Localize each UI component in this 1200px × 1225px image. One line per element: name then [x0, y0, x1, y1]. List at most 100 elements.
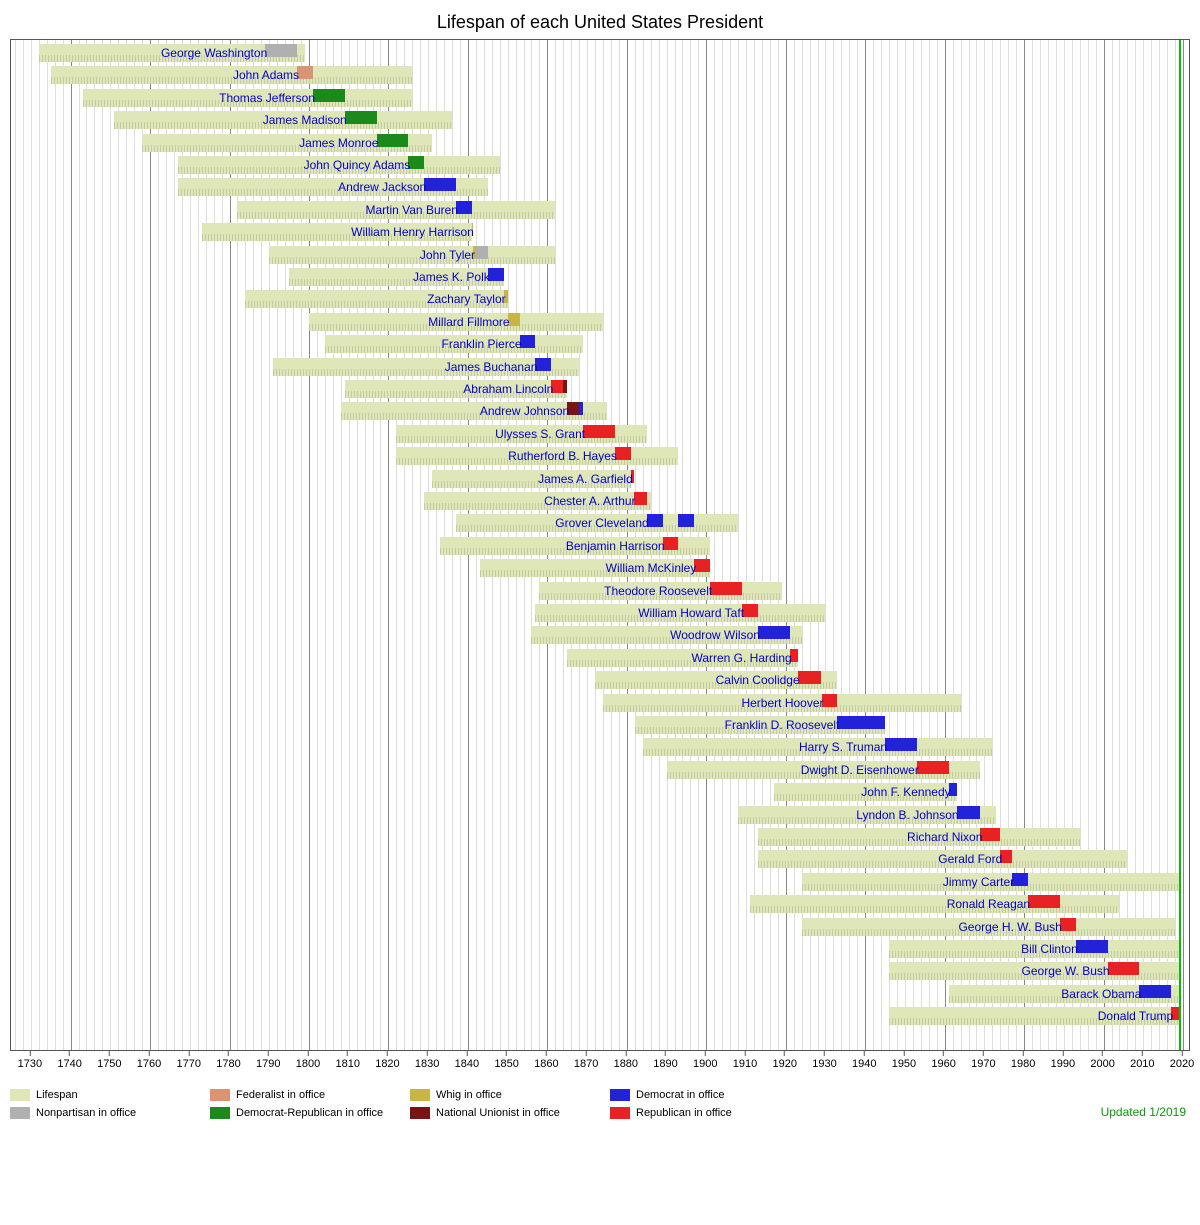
tick-mark	[1062, 1051, 1063, 1056]
lifespan-bar	[345, 380, 567, 398]
legend-swatch	[210, 1089, 230, 1101]
term-bar	[476, 246, 488, 259]
x-tick-label: 1780	[216, 1058, 240, 1070]
term-bar	[535, 358, 551, 371]
x-tick-label: 1840	[455, 1058, 479, 1070]
legend-swatch	[610, 1089, 630, 1101]
x-tick-label: 1770	[177, 1058, 201, 1070]
tick-mark	[1182, 1051, 1183, 1056]
lifespan-bar	[237, 201, 555, 219]
president-row: Lyndon B. Johnson	[11, 804, 1189, 826]
x-tick: 1860	[534, 1051, 558, 1070]
tick-mark	[268, 1051, 269, 1056]
term-bar	[583, 425, 615, 438]
lifespan-hatch	[802, 884, 1179, 891]
x-tick: 1790	[256, 1051, 280, 1070]
x-tick: 1950	[892, 1051, 916, 1070]
x-tick-label: 1800	[296, 1058, 320, 1070]
president-row: Ronald Reagan	[11, 893, 1189, 915]
x-tick-label: 1740	[57, 1058, 81, 1070]
x-tick-label: 1760	[137, 1058, 161, 1070]
lifespan-hatch	[567, 660, 797, 667]
term-bar	[949, 783, 957, 796]
term-bar	[837, 716, 885, 729]
legend-label: Whig in office	[436, 1089, 502, 1101]
tick-mark	[506, 1051, 507, 1056]
tick-mark	[228, 1051, 229, 1056]
lifespan-bar	[178, 156, 500, 174]
term-bar	[647, 514, 663, 527]
legend-label: Lifespan	[36, 1089, 78, 1101]
president-row: Chester A. Arthur	[11, 490, 1189, 512]
x-tick: 1900	[693, 1051, 717, 1070]
president-row: Benjamin Harrison	[11, 535, 1189, 557]
legend-label: Democrat in office	[636, 1089, 724, 1101]
x-tick-label: 1850	[494, 1058, 518, 1070]
legend-item: National Unionist in office	[410, 1107, 610, 1119]
president-row: John Quincy Adams	[11, 154, 1189, 176]
x-tick: 2000	[1090, 1051, 1114, 1070]
lifespan-hatch	[289, 279, 504, 286]
lifespan-bar	[269, 246, 555, 264]
president-row: Zachary Taylor	[11, 288, 1189, 310]
president-row: Millard Fillmore	[11, 311, 1189, 333]
lifespan-hatch	[396, 458, 678, 465]
term-bar	[742, 604, 758, 617]
lifespan-hatch	[889, 1018, 1179, 1025]
term-bar	[551, 380, 563, 393]
x-tick-label: 1790	[256, 1058, 280, 1070]
legend-label: Federalist in office	[236, 1089, 325, 1101]
lifespan-bar	[424, 492, 650, 510]
president-row: James Monroe	[11, 132, 1189, 154]
lifespan-hatch	[114, 122, 452, 129]
x-tick: 2010	[1130, 1051, 1154, 1070]
x-tick-label: 1970	[971, 1058, 995, 1070]
x-tick: 1810	[335, 1051, 359, 1070]
x-tick-label: 1810	[335, 1058, 359, 1070]
x-tick-label: 1950	[892, 1058, 916, 1070]
x-tick-label: 2010	[1130, 1058, 1154, 1070]
lifespan-bar	[643, 738, 993, 756]
term-bar	[1171, 1007, 1179, 1020]
legend-swatch	[10, 1089, 30, 1101]
lifespan-bar	[603, 694, 961, 712]
president-row: James A. Garfield	[11, 468, 1189, 490]
president-row: Abraham Lincoln	[11, 378, 1189, 400]
president-row: Harry S. Truman	[11, 736, 1189, 758]
lifespan-bar	[396, 447, 678, 465]
x-tick: 1960	[931, 1051, 955, 1070]
president-row: Ulysses S. Grant	[11, 423, 1189, 445]
legend-swatch	[410, 1107, 430, 1119]
lifespan-bar	[202, 223, 472, 241]
lifespan-hatch	[325, 346, 583, 353]
president-row: Richard Nixon	[11, 826, 1189, 848]
term-bar	[1139, 985, 1171, 998]
x-tick-label: 1820	[375, 1058, 399, 1070]
tick-mark	[943, 1051, 944, 1056]
x-tick-label: 1870	[574, 1058, 598, 1070]
x-tick-label: 1880	[614, 1058, 638, 1070]
president-row: Theodore Roosevelt	[11, 580, 1189, 602]
x-tick: 1970	[971, 1051, 995, 1070]
lifespan-bar	[480, 559, 710, 577]
term-bar	[1012, 873, 1028, 886]
president-row: Franklin Pierce	[11, 333, 1189, 355]
term-bar	[1028, 895, 1060, 908]
president-row: James Madison	[11, 109, 1189, 131]
term-bar	[472, 223, 473, 236]
tick-mark	[903, 1051, 904, 1056]
x-tick: 1800	[296, 1051, 320, 1070]
tick-mark	[466, 1051, 467, 1056]
president-row: George Washington	[11, 42, 1189, 64]
tick-mark	[625, 1051, 626, 1056]
tick-mark	[387, 1051, 388, 1056]
term-bar	[957, 806, 981, 819]
x-tick-label: 1990	[1051, 1058, 1075, 1070]
x-tick: 1740	[57, 1051, 81, 1070]
lifespan-hatch	[83, 100, 413, 107]
term-bar	[508, 313, 520, 326]
lifespan-hatch	[774, 794, 957, 801]
lifespan-hatch	[345, 391, 567, 398]
lifespan-bar	[758, 850, 1127, 868]
term-bar	[1076, 940, 1108, 953]
